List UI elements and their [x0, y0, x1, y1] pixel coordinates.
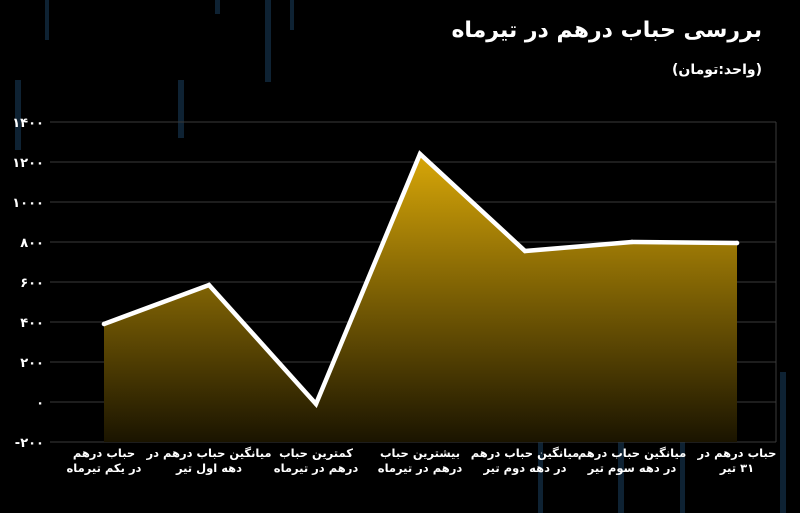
- x-tick-label: میانگین حباب درهم در دهه اول تیر: [145, 446, 271, 476]
- y-tick-label: ۱۲۰۰: [12, 156, 44, 171]
- x-tick-label: حباب درهم در یکم تیرماه: [67, 446, 142, 475]
- data-points: [101, 151, 740, 407]
- y-tick-label: ۰: [36, 396, 44, 411]
- background-bar: [290, 0, 294, 30]
- data-point: [734, 240, 740, 246]
- background-bar: [215, 0, 220, 14]
- chart-title: بررسی حباب درهم در تیرماه: [451, 18, 762, 43]
- background-bar: [538, 430, 543, 513]
- y-tick-label: ۱۰۰۰: [12, 196, 44, 211]
- y-tick-label: -۲۰۰: [15, 436, 44, 451]
- y-tick-label: ۶۰۰: [20, 276, 44, 291]
- data-point: [313, 401, 319, 407]
- chart-unit: (واحد:تومان): [672, 62, 762, 78]
- data-point: [417, 151, 423, 157]
- x-tick-label: بیشترین حباب درهم در تیرماه: [378, 446, 463, 475]
- background-bar: [178, 80, 184, 138]
- x-tick-label: میانگین حباب درهم در دهه سوم تیر: [578, 446, 687, 476]
- y-axis-ticks: -۲۰۰ ۰ ۲۰۰ ۴۰۰ ۶۰۰ ۸۰۰ ۱۰۰۰ ۱۲۰۰ ۱۴۰۰: [12, 116, 44, 451]
- data-point: [206, 282, 212, 288]
- y-tick-label: ۱۴۰۰: [12, 116, 44, 131]
- y-tick-label: ۲۰۰: [20, 356, 44, 371]
- x-tick-label: میانگین حباب درهم در دهه دوم تیر: [471, 446, 580, 476]
- background-bar: [265, 0, 271, 82]
- y-tick-label: ۴۰۰: [20, 316, 44, 331]
- background-bar: [45, 0, 49, 40]
- y-tick-label: ۸۰۰: [20, 236, 44, 251]
- background-bar: [15, 80, 21, 150]
- background-bar: [680, 430, 685, 513]
- data-point: [522, 248, 528, 254]
- data-point: [629, 239, 635, 245]
- area-fill: [104, 154, 737, 442]
- background-bar: [618, 375, 624, 513]
- x-tick-label: کمترین حباب درهم در تیرماه: [274, 446, 359, 475]
- x-tick-label: حباب درهم در ۳۱ تیر: [697, 446, 777, 475]
- background-bar: [780, 372, 786, 513]
- data-point: [101, 321, 107, 327]
